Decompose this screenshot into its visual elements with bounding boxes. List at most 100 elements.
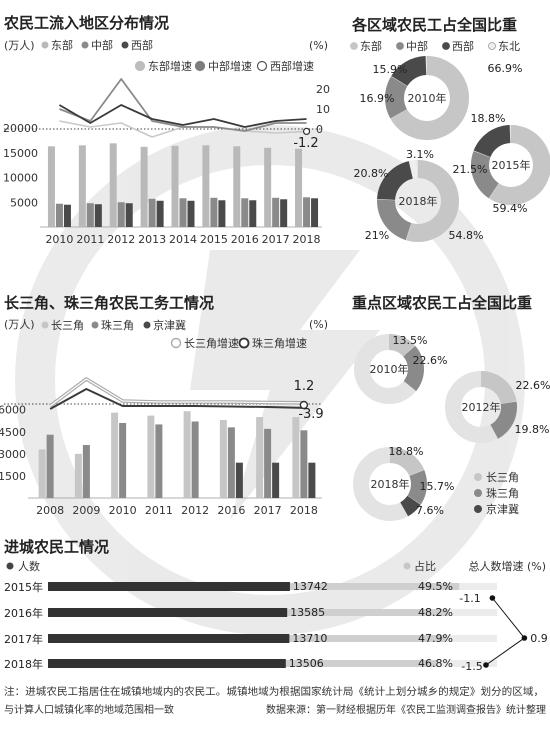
chart1-unit-right: (%) <box>309 39 328 52</box>
c3-donut-slice <box>409 160 418 179</box>
c1-bar <box>218 200 226 227</box>
c3-donut-label: 3.1% <box>406 148 434 161</box>
c2-bar <box>119 422 127 498</box>
c1-x-tick-label: 2015 <box>200 233 228 246</box>
chart2-unit-left: (万人) <box>4 318 35 331</box>
c1-x-tick-label: 2013 <box>138 233 166 246</box>
c4-donut-slice <box>490 401 518 439</box>
c3-legend-swatch <box>442 42 450 50</box>
c3-donut-slice <box>489 125 550 205</box>
c2-line-legend-swatch <box>170 337 182 349</box>
c5-share-label: 47.9% <box>418 632 453 645</box>
c5-count-label: 13585 <box>290 606 325 619</box>
c2-x-tick-label: 2018 <box>290 504 318 517</box>
c2-legend-swatch <box>41 321 49 329</box>
c1-line-legend-swatch <box>256 60 268 72</box>
c3-legend-swatch <box>396 42 404 50</box>
c4-donut-label: 22.6% <box>516 379 550 392</box>
c3-legend-label: 东北 <box>498 40 520 53</box>
c4-donut-label: 7.6% <box>416 504 444 517</box>
c4-donut-slice <box>403 345 424 392</box>
c2-x-tick-label: 2012 <box>181 504 209 517</box>
c1-legend-label: 中部 <box>91 38 113 52</box>
c1-bar <box>47 146 55 227</box>
c1-bar <box>179 198 187 227</box>
c2-bar <box>74 453 82 498</box>
c5-count-bar <box>48 608 288 617</box>
c4-donut-label: 18.8% <box>389 445 424 458</box>
c3-legend-swatch <box>350 42 358 50</box>
footer: 注：进城农民工指居住在城镇地域内的农民工。城镇地域为根据国家统计局《统计上划分城… <box>4 685 546 716</box>
c2-line-legend-label: 珠三角增速 <box>252 336 307 350</box>
c2-legend-label: 长三角 <box>51 319 84 332</box>
footer-note-line1: 注：进城农民工指居住在城镇地域内的农民工。城镇地域为根据国家统计局《统计上划分城… <box>4 685 544 698</box>
c5-count-bar <box>48 582 290 591</box>
c3-donut-label: 15.9% <box>373 63 408 76</box>
chart1-line-legend: 东部增速 中部增速 西部增速 <box>134 59 314 73</box>
c1-bar <box>303 197 311 227</box>
chart-key-region-share: 重点区域农民工占全国比重 2010年 13.5% 22.6% 2012年 22.6% 19… <box>352 294 550 521</box>
c2-bar <box>272 462 280 498</box>
c2-bar <box>38 449 46 498</box>
c1-x-tick-label: 2017 <box>262 233 290 246</box>
c5-growth-label: 0.9 <box>530 632 548 645</box>
c1-bar <box>187 200 195 227</box>
c4-donut-label: 15.7% <box>420 480 455 493</box>
c2-line-legend-label: 长三角增速 <box>184 336 239 350</box>
c2-bar <box>82 445 90 498</box>
c2-y-tick-label: 1500 <box>0 470 26 483</box>
c1-bar <box>125 203 133 227</box>
c4-donut-label: 22.6% <box>413 354 448 367</box>
c1-growth-line <box>58 104 307 128</box>
c3-legend-label: 西部 <box>452 39 474 53</box>
c2-bar <box>292 417 300 498</box>
c2-y-tick-label: 4500 <box>0 426 26 439</box>
c3-donut-label: 66.9% <box>488 62 523 75</box>
c4-donut-label: 13.5% <box>393 334 428 347</box>
c3-donut-slice <box>390 56 469 140</box>
c3-legend-swatch <box>488 42 496 50</box>
c4-donut-slice <box>481 371 517 404</box>
c4-donut-slice <box>400 495 421 517</box>
c5-year-label: 2016年 <box>4 606 43 620</box>
c5-legend-count-swatch <box>6 562 14 570</box>
c2-bar <box>219 420 227 498</box>
c5-count-bar <box>48 659 286 668</box>
c1-bar <box>63 204 71 227</box>
chart-region-share: 各区域农民工占全国比重 东部 中部 西部 东北 2010年 66.9% 16.9% 15.9… <box>350 16 550 242</box>
c3-donut-label: 18.8% <box>471 112 506 125</box>
c3-donut-label: 21.5% <box>453 163 488 176</box>
c3-donut-label: 21% <box>365 229 389 242</box>
chart-yangtze-pearl: 长三角、珠三角农民工务工情况 (万人) (%) 长三角 珠三角 京津冀 长三角增速珠… <box>0 294 328 517</box>
c2-x-tick-label: 2010 <box>109 504 137 517</box>
c5-count-bar <box>48 634 290 643</box>
chart2-line-legend: 长三角增速 珠三角增速 <box>170 336 307 350</box>
chart5-plot: 2015年 13742 49.5% 2016年 13585 48.2% 2017年 13710… <box>4 580 548 673</box>
chart-region-distribution: 农民工流入地区分布情况 (万人) (%) 东部 中部 西部 东部增速 中部增速 西部增速… <box>3 14 330 246</box>
chart2-title: 长三角、珠三角农民工务工情况 <box>4 294 214 312</box>
c3-donut-slice <box>385 76 408 119</box>
c5-legend-count-label: 人数 <box>18 560 40 573</box>
c2-bar <box>235 462 243 498</box>
c2-x-tick-label: 2009 <box>72 504 100 517</box>
c1-y-tick-label: 5000 <box>10 196 38 209</box>
chart4-plot: 2010年 13.5% 22.6% 2012年 22.6% 19.8% 2018年 18.8%… <box>353 334 550 521</box>
c2-bar <box>155 424 163 498</box>
c3-donut-slice <box>377 161 413 200</box>
c5-count-label: 13742 <box>293 580 328 593</box>
c1-bar <box>55 203 63 227</box>
c1-legend-swatch <box>121 41 129 49</box>
c1-line-legend-swatch <box>194 60 206 72</box>
c1-line-legend-label: 东部增速 <box>148 59 192 73</box>
chart3-plot: 2010年 66.9% 16.9% 15.9% 2015年 59.4% 21.5% 18.8%… <box>354 56 550 242</box>
c5-year-label: 2017年 <box>4 632 43 646</box>
c2-growth-line <box>49 378 304 407</box>
c1-line-legend-label: 西部增速 <box>270 59 314 73</box>
c4-legend-label: 京津冀 <box>486 502 519 516</box>
c4-legend-swatch <box>474 473 482 481</box>
c1-bar <box>171 145 179 227</box>
c2-bar <box>300 430 308 498</box>
